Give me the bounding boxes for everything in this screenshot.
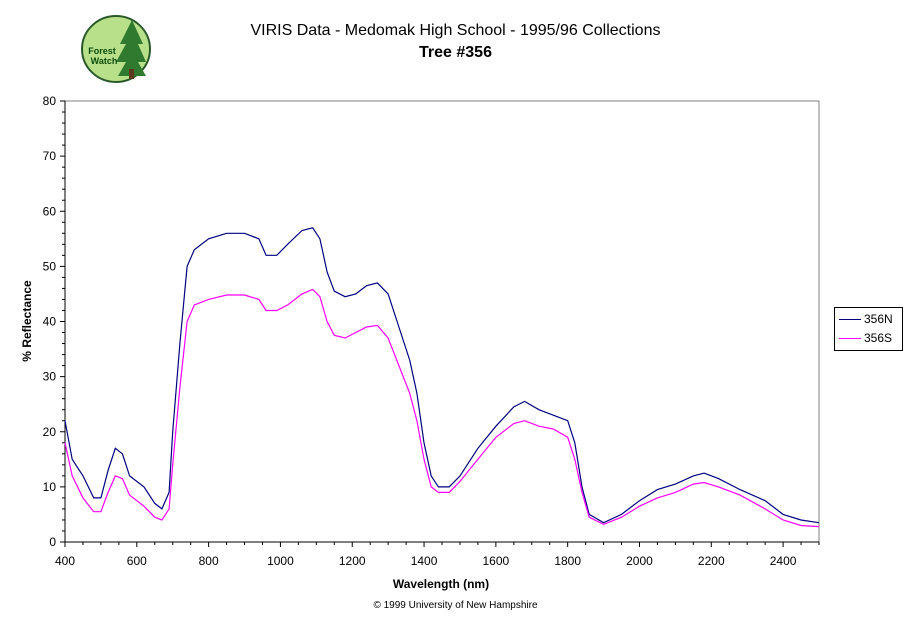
legend-item-356S: 356S (839, 330, 892, 346)
y-tick-label: 80 (43, 94, 57, 108)
y-tick-label: 20 (43, 425, 57, 439)
y-tick-label: 70 (43, 149, 57, 163)
legend-swatch (839, 318, 861, 320)
y-tick-label: 0 (49, 535, 56, 549)
legend-swatch (839, 337, 861, 339)
y-axis-label: % Reflectance (20, 280, 34, 362)
series-line-356N (64, 227, 820, 524)
y-tick-label: 50 (43, 259, 57, 273)
x-tick-label: 1400 (411, 554, 438, 568)
x-tick-label: 1600 (483, 554, 510, 568)
plot-area (64, 100, 820, 543)
chart-title: VIRIS Data - Medomak High School - 1995/… (250, 22, 661, 39)
y-tick-label: 40 (43, 315, 57, 329)
legend-label: 356S (864, 331, 893, 345)
x-tick-label: 2000 (626, 554, 653, 568)
x-axis-label: Wavelength (nm) (393, 577, 489, 591)
x-tick-label: 400 (55, 554, 75, 568)
y-tick-label: 10 (43, 480, 57, 494)
copyright-notice: © 1999 University of New Hampshire (373, 600, 538, 611)
forest-watch-logo: Forest Watch (81, 15, 151, 83)
svg-text:Watch: Watch (91, 56, 118, 66)
x-tick-label: 1000 (267, 554, 294, 568)
legend-label: 356N (864, 312, 893, 326)
x-tick-label: 600 (127, 554, 147, 568)
legend-item-356N: 356N (839, 311, 893, 327)
x-tick-label: 800 (199, 554, 219, 568)
x-tick-label: 1800 (554, 554, 581, 568)
x-tick-label: 2200 (698, 554, 725, 568)
legend: 356N 356S (834, 307, 903, 351)
y-tick-label: 60 (43, 204, 57, 218)
svg-text:Forest: Forest (88, 46, 116, 56)
chart-subtitle: Tree #356 (419, 44, 492, 61)
x-tick-label: 1200 (339, 554, 366, 568)
series-line-356S (64, 288, 820, 528)
y-tick-label: 30 (43, 370, 57, 384)
x-tick-label: 2400 (770, 554, 797, 568)
